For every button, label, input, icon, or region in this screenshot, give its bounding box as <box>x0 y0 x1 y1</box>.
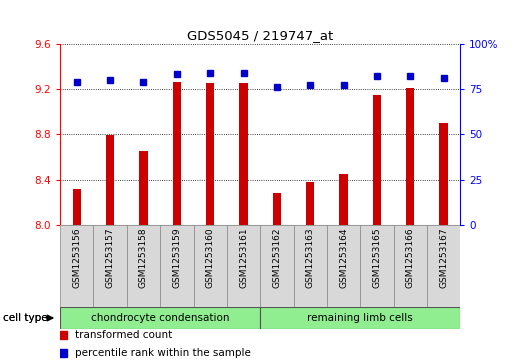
Text: GSM1253162: GSM1253162 <box>272 228 281 288</box>
Bar <box>260 307 460 329</box>
Text: GSM1253163: GSM1253163 <box>306 228 315 288</box>
Text: GSM1253156: GSM1253156 <box>72 228 81 288</box>
Bar <box>227 225 260 307</box>
Bar <box>293 225 327 307</box>
Text: GSM1253166: GSM1253166 <box>406 228 415 288</box>
Bar <box>394 225 427 307</box>
Text: GSM1253167: GSM1253167 <box>439 228 448 288</box>
Bar <box>406 88 414 225</box>
Text: GSM1253157: GSM1253157 <box>106 228 115 288</box>
Bar <box>339 174 348 225</box>
Bar <box>306 182 314 225</box>
Text: transformed count: transformed count <box>75 330 172 340</box>
Text: chondrocyte condensation: chondrocyte condensation <box>91 313 230 323</box>
Bar <box>139 151 147 225</box>
Bar <box>272 193 281 225</box>
Text: remaining limb cells: remaining limb cells <box>308 313 413 323</box>
Text: GSM1253164: GSM1253164 <box>339 228 348 288</box>
Text: GSM1253161: GSM1253161 <box>239 228 248 288</box>
Text: cell type: cell type <box>3 313 48 323</box>
Text: GSM1253165: GSM1253165 <box>372 228 381 288</box>
Bar <box>194 225 227 307</box>
Text: GSM1253158: GSM1253158 <box>139 228 148 288</box>
Bar <box>173 82 181 225</box>
Bar <box>160 225 194 307</box>
Bar <box>373 95 381 225</box>
Bar <box>60 225 94 307</box>
Bar <box>206 83 214 225</box>
Bar <box>240 83 248 225</box>
Bar <box>127 225 160 307</box>
Bar <box>427 225 460 307</box>
Bar <box>360 225 393 307</box>
Bar <box>94 225 127 307</box>
Text: percentile rank within the sample: percentile rank within the sample <box>75 348 251 358</box>
Bar <box>60 307 260 329</box>
Bar <box>106 135 115 225</box>
Bar <box>260 225 293 307</box>
Bar <box>439 123 448 225</box>
Text: cell type: cell type <box>3 313 47 323</box>
Text: GSM1253159: GSM1253159 <box>173 228 181 288</box>
Bar <box>327 225 360 307</box>
Bar <box>73 189 81 225</box>
Text: GSM1253160: GSM1253160 <box>206 228 214 288</box>
Title: GDS5045 / 219747_at: GDS5045 / 219747_at <box>187 29 333 42</box>
